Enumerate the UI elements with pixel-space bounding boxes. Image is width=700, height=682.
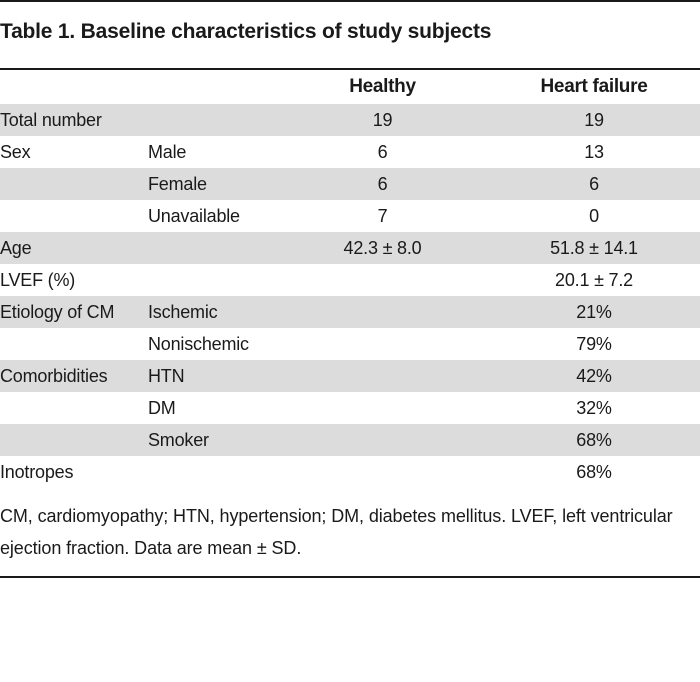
row-sublabel: DM — [148, 398, 176, 418]
row-label: Comorbidities — [0, 366, 108, 386]
cell-healthy: 19 — [372, 110, 393, 130]
table-row: LVEF (%) 20.1 ± 7.2 — [0, 264, 700, 296]
cell-heart-failure: 0 — [589, 206, 599, 226]
table-header-row: Healthy Heart failure — [0, 72, 700, 104]
table-row: Age 42.3 ± 8.0 51.8 ± 14.1 — [0, 232, 700, 264]
cell-heart-failure: 19 — [584, 110, 604, 130]
row-label: Etiology of CM — [0, 302, 115, 322]
cell-heart-failure: 6 — [589, 174, 599, 194]
row-sublabel: Ischemic — [148, 302, 218, 322]
bottom-rule — [0, 576, 700, 578]
table-row: DM 32% — [0, 392, 700, 424]
cell-heart-failure: 68% — [576, 430, 612, 450]
cell-heart-failure: 42% — [576, 366, 612, 386]
column-header-healthy: Healthy — [349, 76, 416, 97]
cell-heart-failure: 21% — [576, 302, 612, 322]
table-row: Total number 19 19 — [0, 104, 700, 136]
row-sublabel: Smoker — [148, 430, 209, 450]
cell-heart-failure: 32% — [576, 398, 612, 418]
cell-heart-failure: 51.8 ± 14.1 — [550, 238, 638, 258]
table-row: Nonischemic 79% — [0, 328, 700, 360]
row-label: Inotropes — [0, 462, 74, 482]
cell-healthy: 6 — [377, 174, 388, 194]
cell-heart-failure: 68% — [576, 462, 612, 482]
column-header-heart-failure: Heart failure — [540, 76, 648, 97]
table-row: Etiology of CM Ischemic 21% — [0, 296, 700, 328]
row-sublabel: Male — [148, 142, 187, 162]
table-row: Unavailable 7 0 — [0, 200, 700, 232]
row-label: Age — [0, 238, 32, 258]
cell-heart-failure: 20.1 ± 7.2 — [555, 270, 633, 290]
table-row: Sex Male 6 13 — [0, 136, 700, 168]
cell-heart-failure: 13 — [584, 142, 604, 162]
cell-healthy: 42.3 ± 8.0 — [343, 238, 422, 258]
header-top-rule — [0, 68, 700, 70]
row-sublabel: Female — [148, 174, 207, 194]
row-label: LVEF (%) — [0, 270, 76, 290]
table-body: Total number 19 19 Sex Male 6 13 Female 6 6 Unavai… — [0, 104, 700, 488]
row-label: Total number — [0, 110, 102, 130]
table-title: Table 1. Baseline characteristics of stu… — [0, 20, 492, 43]
cell-healthy: 6 — [377, 142, 388, 162]
table-row: Smoker 68% — [0, 424, 700, 456]
table-row: Comorbidities HTN 42% — [0, 360, 700, 392]
top-rule — [0, 0, 700, 2]
row-sublabel: Unavailable — [148, 206, 240, 226]
table-row: Inotropes 68% — [0, 456, 700, 488]
cell-healthy: 7 — [377, 206, 388, 226]
table-row: Female 6 6 — [0, 168, 700, 200]
cell-heart-failure: 79% — [576, 334, 612, 354]
row-label: Sex — [0, 142, 31, 162]
table-footnote: CM, cardiomyopathy; HTN, hypertension; D… — [0, 506, 673, 558]
row-sublabel: Nonischemic — [148, 334, 249, 354]
row-sublabel: HTN — [148, 366, 185, 386]
